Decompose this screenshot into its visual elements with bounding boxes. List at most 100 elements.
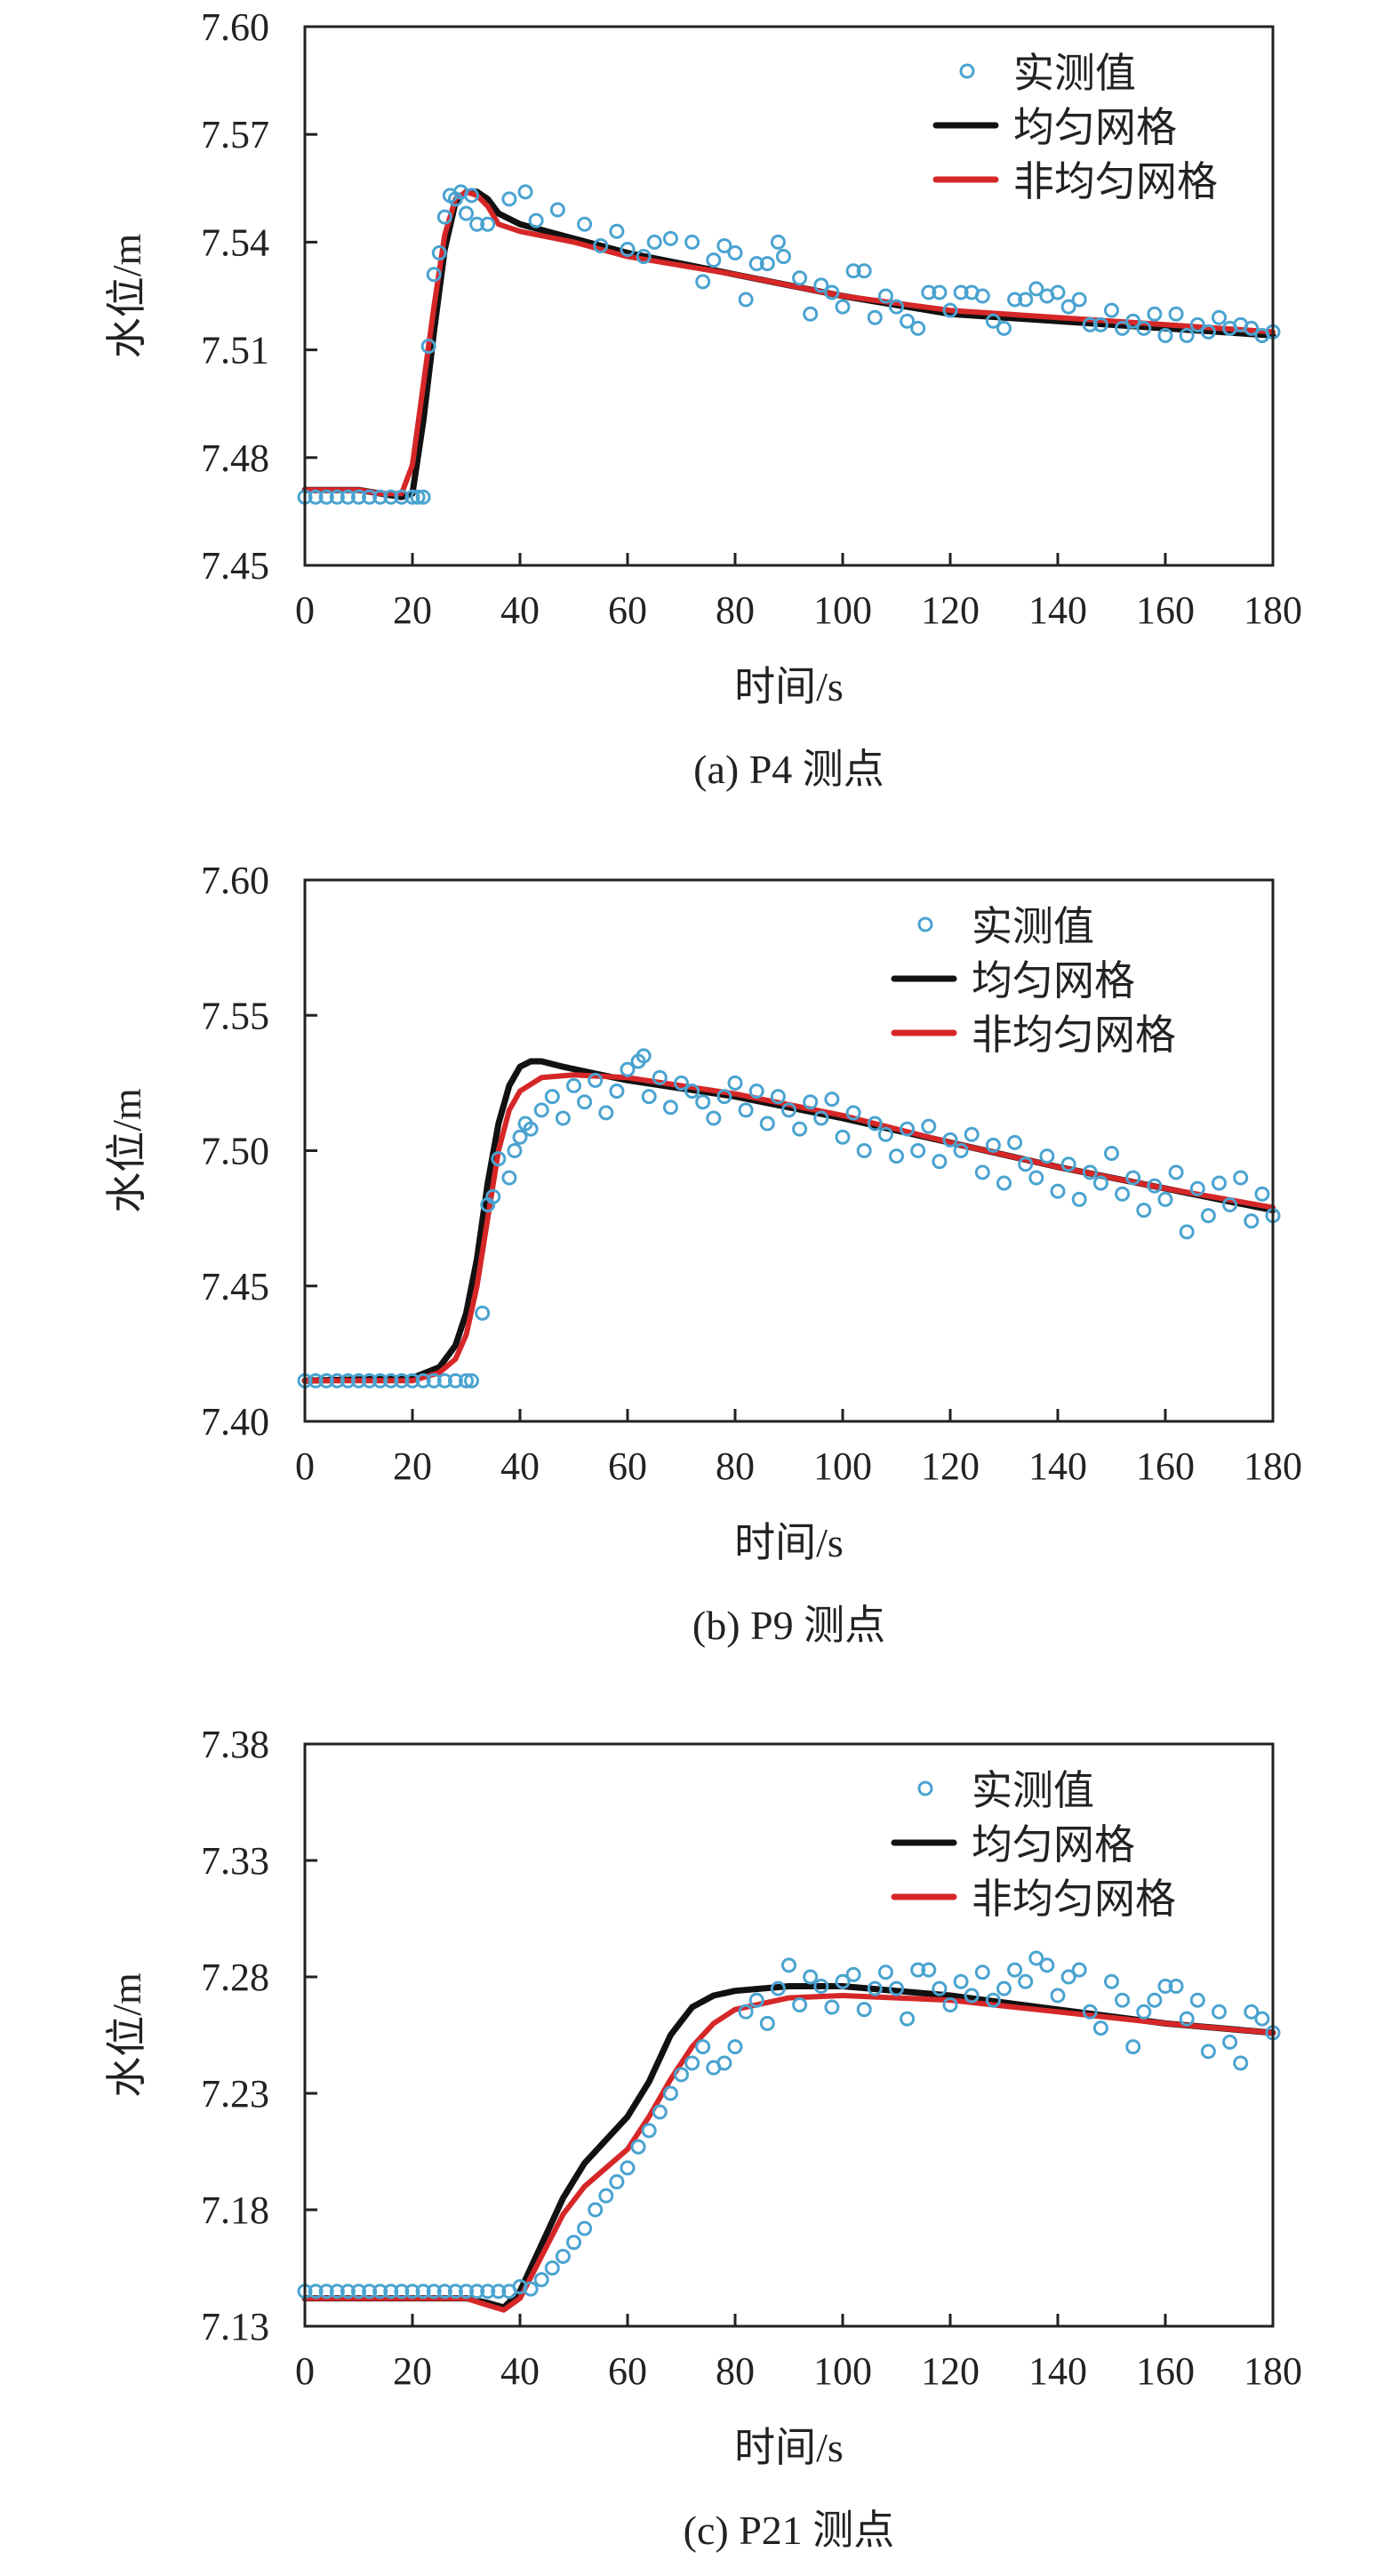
measured-point <box>404 1372 420 1388</box>
measured-point <box>1222 1196 1238 1212</box>
measured-point <box>803 1969 819 1985</box>
measured-point <box>953 1143 969 1158</box>
measured-point <box>415 489 431 505</box>
measured-point <box>362 1372 378 1388</box>
measured-point <box>695 274 711 290</box>
measured-point <box>1233 1170 1249 1186</box>
measured-point <box>588 1072 604 1088</box>
measured-point <box>1212 309 1227 325</box>
measured-point <box>1168 1978 1184 1994</box>
measured-point <box>1200 2044 1216 2060</box>
measured-point <box>856 1143 872 1158</box>
y-tick-label: 7.48 <box>201 436 269 480</box>
measured-point <box>1060 1969 1076 1985</box>
measured-point <box>1189 1992 1205 2008</box>
measured-point <box>824 1092 840 1108</box>
legend-label: 非均匀网格 <box>1013 159 1218 204</box>
measured-point <box>464 188 480 204</box>
x-tick-label: 180 <box>1244 2349 1302 2393</box>
measured-point <box>1147 1178 1163 1194</box>
measured-point <box>727 245 743 261</box>
measured-point <box>910 1962 926 1978</box>
x-axis-label: 时间/s <box>734 664 844 709</box>
measured-point <box>533 1102 549 1118</box>
measured-point <box>1007 292 1023 308</box>
measured-point <box>394 1372 410 1388</box>
y-tick-label: 7.51 <box>201 329 269 372</box>
measured-point <box>598 1105 614 1121</box>
x-tick-label: 40 <box>500 2349 540 2393</box>
measured-point <box>824 1999 840 2015</box>
x-tick-label: 0 <box>295 2349 315 2393</box>
measured-point <box>813 1110 829 1126</box>
x-tick-label: 0 <box>295 588 315 632</box>
measured-point <box>630 2139 646 2155</box>
measured-point <box>459 205 474 221</box>
measured-point <box>1104 302 1119 318</box>
measured-point <box>485 1188 501 1204</box>
x-tick-label: 40 <box>500 588 540 632</box>
measured-point <box>910 320 926 336</box>
measured-point <box>835 1973 851 1989</box>
plot-area <box>297 1950 1281 2313</box>
measured-point <box>942 1132 958 1148</box>
measured-point <box>1168 1164 1184 1180</box>
measured-point <box>813 277 829 293</box>
measured-point <box>1050 284 1066 300</box>
plot-frame <box>303 1742 1275 2328</box>
measured-point <box>491 2284 507 2300</box>
measured-point <box>1007 1134 1023 1150</box>
measured-point <box>953 1973 969 1989</box>
x-tick-label: 60 <box>608 588 647 632</box>
measured-point <box>1082 2004 1098 2020</box>
measured-point <box>856 263 872 279</box>
measured-point <box>932 1154 948 1170</box>
x-tick-label: 0 <box>295 1444 315 1488</box>
measured-point <box>792 270 808 286</box>
measured-point <box>770 1980 786 1996</box>
measured-point <box>1007 1962 1023 1978</box>
measured-point <box>996 1175 1012 1191</box>
measured-point <box>394 2284 410 2300</box>
measured-point <box>426 2284 442 2300</box>
measured-point <box>340 489 356 505</box>
x-tick-label: 100 <box>813 588 872 632</box>
y-tick-label: 7.28 <box>201 1956 269 1999</box>
measured-point <box>964 1126 980 1142</box>
measured-point <box>932 284 948 300</box>
measured-point <box>410 489 426 505</box>
measured-point <box>1082 1164 1098 1180</box>
measured-point <box>867 1980 883 1996</box>
measured-point <box>727 1075 743 1091</box>
measured-point <box>1082 316 1098 332</box>
y-tick-label: 7.45 <box>201 1265 269 1308</box>
measured-point <box>1125 1170 1141 1186</box>
measured-point <box>523 2281 539 2297</box>
measured-point <box>1233 2055 1249 2071</box>
measured-point <box>706 1110 722 1126</box>
measured-point <box>748 1084 764 1100</box>
y-tick-label: 7.54 <box>201 220 269 264</box>
measured-point <box>985 1992 1001 2008</box>
measured-point <box>415 2284 431 2300</box>
measured-point <box>308 489 324 505</box>
measured-point <box>555 1110 571 1126</box>
measured-point <box>308 1372 324 1388</box>
measured-point <box>942 1996 958 2012</box>
measured-point <box>1104 1146 1119 1162</box>
measured-point <box>1018 292 1034 308</box>
measured-point <box>662 230 678 246</box>
measured-point <box>695 1094 711 1110</box>
measured-point <box>566 2235 581 2251</box>
measured-point <box>845 1966 861 1982</box>
measured-point <box>340 1372 356 1388</box>
y-tick-label: 7.18 <box>201 2188 269 2232</box>
measured-point <box>426 267 442 283</box>
measured-point <box>684 1084 700 1100</box>
measured-point <box>985 313 1001 329</box>
measured-point <box>770 234 786 250</box>
chart-c: 7.13 7.18 7.23 7.28 7.33 7.38 0 20 40 60 80 100 120 1… <box>104 1723 1302 2553</box>
measured-point <box>877 1126 893 1142</box>
